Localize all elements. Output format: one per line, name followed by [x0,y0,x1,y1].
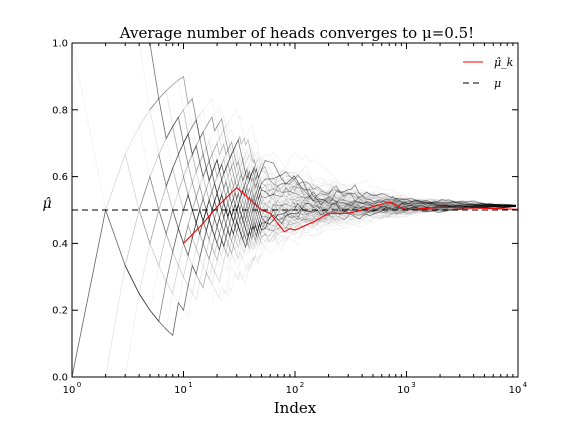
y-tick-label: 1.0 [52,39,68,50]
legend-label: μ [494,77,501,90]
legend: μ̂_k μ [463,56,514,90]
y-axis-label: μ̂ [42,196,51,212]
x-tick-exponent: 3 [411,381,415,389]
x-tick-exponent: 2 [300,381,304,389]
y-tick-label: 0.8 [52,105,68,116]
x-axis-label: Index [274,399,317,417]
background-path [72,203,516,377]
y-tick-label: 0.0 [52,373,68,384]
background-path [72,154,516,377]
x-tick-label: 10 [509,385,522,396]
x-tick-exponent: 0 [77,381,81,389]
background-path [72,203,516,377]
x-tick-label: 10 [397,385,410,396]
background-path [125,91,516,247]
x-tick-exponent: 4 [523,381,528,389]
background-path [72,43,516,294]
background-path [72,150,516,377]
legend-label: μ̂_k [494,56,514,69]
x-tick-exponent: 1 [188,381,192,389]
chart-title: Average number of heads converges to μ=0… [119,24,474,42]
y-tick-label: 0.6 [52,172,68,183]
x-tick-label: 10 [63,385,76,396]
x-tick-label: 10 [286,385,299,396]
y-tick-label: 0.2 [52,306,68,317]
y-tick-label: 0.4 [52,239,68,250]
background-path [159,205,516,310]
x-tick-label: 10 [174,385,187,396]
